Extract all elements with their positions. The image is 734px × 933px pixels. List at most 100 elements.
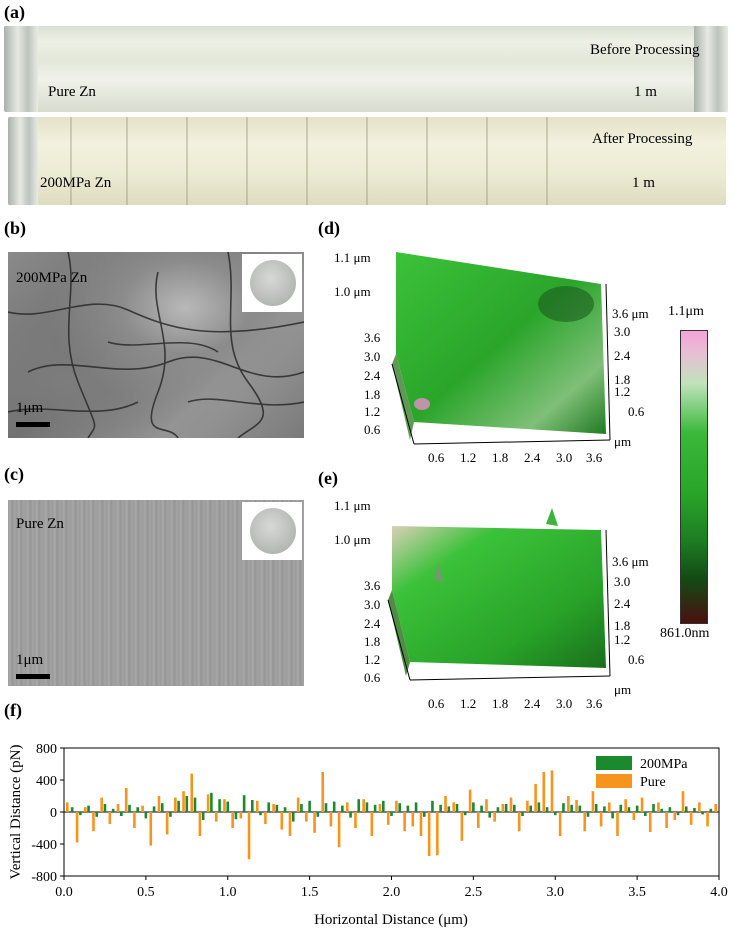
bar-pure (141, 805, 144, 812)
sample-disc (250, 260, 296, 306)
bar-pure (657, 802, 660, 812)
bar-200mpa (709, 808, 713, 812)
bar-pure (157, 796, 161, 812)
y-tick-label: 400 (36, 774, 57, 789)
afm-surface-side (392, 354, 414, 440)
foil-crease (246, 117, 248, 205)
bar-pure (517, 812, 521, 832)
afm-e-z-tick: 1.1 μm (334, 498, 371, 513)
bar-200mpa (701, 812, 704, 815)
bar-200mpa (390, 812, 393, 816)
bar-pure (223, 799, 226, 812)
bar-200mpa (365, 802, 369, 812)
bar-200mpa (652, 804, 655, 812)
bar-200mpa (472, 802, 475, 812)
afm-d-right-tick: 1.8 (614, 372, 631, 387)
afm-d-z-tick: 1.0 μm (334, 284, 371, 299)
bar-200mpa (668, 807, 672, 812)
bar-pure (272, 804, 275, 812)
x-tick-label: 2.5 (465, 885, 483, 900)
bar-200mpa (513, 804, 516, 812)
bar-pure (321, 772, 325, 812)
bar-pure (133, 812, 136, 828)
afm-3d-surface-d (391, 252, 611, 445)
scale-bar (16, 674, 50, 679)
y-tick-label: -400 (31, 838, 57, 853)
x-axis-label: Horizontal Distance (μm) (314, 912, 468, 928)
bar-200mpa (242, 795, 246, 812)
axis-line (391, 363, 415, 445)
foil-crease (366, 117, 368, 205)
bar-pure (681, 791, 685, 812)
sem-image-200mpa: 200MPa Zn 1μm (8, 252, 304, 438)
afm-dark-region (538, 286, 594, 322)
bar-pure (550, 770, 554, 812)
bar-200mpa (87, 805, 90, 812)
bar-pure (648, 812, 652, 832)
bar-pure (231, 812, 234, 828)
bar-200mpa (439, 804, 442, 812)
sem-sample-label: Pure Zn (16, 516, 64, 532)
sample-photo-inset (242, 502, 302, 560)
panel-c-letter: (c) (4, 464, 24, 484)
bar-pure (206, 794, 210, 812)
bar-pure (714, 804, 718, 812)
bar-pure (509, 797, 513, 812)
afm-peak-highlight (414, 398, 430, 410)
afm-d-y-tick: 1.8 (364, 387, 381, 402)
bar-pure (698, 802, 701, 812)
bar-pure (100, 797, 103, 812)
bar-200mpa (120, 812, 123, 816)
bar-pure (706, 812, 709, 827)
foil-crease (546, 117, 548, 205)
foil-edge-left (8, 117, 38, 205)
bar-pure (65, 802, 69, 812)
legend: 200MPa Pure (596, 756, 688, 790)
bar-200mpa (398, 803, 401, 812)
bar-pure (452, 802, 456, 812)
bar-200mpa (160, 803, 164, 812)
bar-200mpa (201, 812, 205, 820)
bar-pure (599, 812, 603, 827)
y-axis-label: Vertical Distance (pN) (8, 745, 24, 880)
bar-200mpa (611, 812, 614, 819)
bar-200mpa (562, 803, 565, 812)
foil-crease (306, 117, 308, 205)
bar-pure (149, 812, 153, 846)
bar-200mpa (586, 812, 590, 817)
afm-d-x-tick: 2.4 (524, 450, 541, 465)
bar-pure (337, 812, 341, 848)
bar-pure (362, 799, 365, 812)
panel-b-letter: (b) (4, 218, 26, 238)
afm-d-x-tick: 1.8 (492, 450, 509, 465)
bar-200mpa (496, 807, 500, 812)
bar-pure (460, 812, 464, 841)
afm-e-right-tick: 1.2 (614, 632, 631, 647)
bar-200mpa (152, 806, 156, 812)
bar-pure (583, 812, 587, 832)
bar-pure (288, 812, 292, 836)
bar-pure (190, 773, 194, 812)
bar-200mpa (332, 801, 336, 812)
foil-crease (426, 117, 428, 205)
bar-200mpa (406, 805, 410, 812)
afm-e-right-tick: 1.8 (614, 618, 631, 633)
bar-200mpa (578, 805, 582, 812)
afm-e-x-unit: μm (614, 682, 632, 697)
sample-disc (250, 508, 296, 554)
foil-strip-before: Pure Zn Before Processing 1 m (4, 26, 728, 112)
bar-pure (83, 807, 87, 812)
bar-200mpa (111, 808, 115, 812)
axis-line (409, 675, 611, 681)
axis-line (605, 529, 611, 677)
bar-200mpa (455, 804, 459, 812)
legend-swatch-200mpa (596, 756, 632, 770)
x-tick-label: 0.0 (55, 885, 73, 900)
bar-200mpa (283, 807, 287, 812)
x-tick-label: 2.0 (383, 885, 401, 900)
afm-e-y-tick: 1.8 (364, 634, 381, 649)
bar-pure (534, 784, 537, 812)
afm-e-x-tick: 0.6 (428, 696, 445, 711)
bar-200mpa (341, 805, 344, 812)
colorbar-min-label: 861.0nm (660, 626, 710, 641)
